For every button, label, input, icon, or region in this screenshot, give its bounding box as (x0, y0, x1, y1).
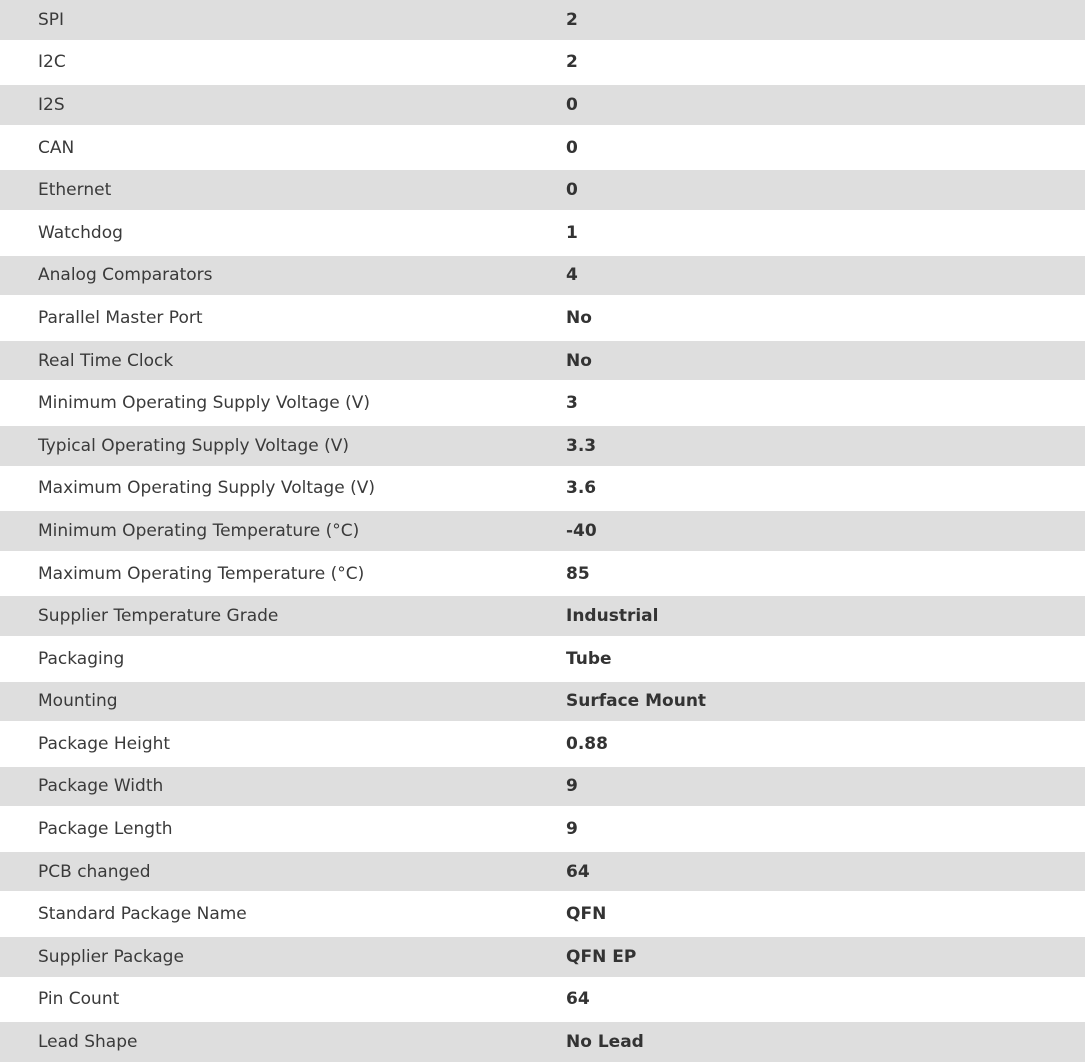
spec-label: Analog Comparators (38, 265, 213, 286)
spec-row: Ethernet 0 (0, 170, 1085, 210)
spec-value: 0.88 (566, 733, 608, 754)
spec-label: Ethernet (38, 180, 112, 201)
spec-label: I2C (38, 52, 66, 73)
spec-row: Minimum Operating Supply Voltage (V) 3 (0, 380, 1085, 426)
spec-label: Standard Package Name (38, 904, 247, 925)
spec-value: 64 (566, 861, 590, 882)
spec-value: Tube (566, 648, 612, 669)
spec-row: Package Width 9 (0, 766, 1085, 807)
spec-row: Maximum Operating Supply Voltage (V) 3.6 (0, 465, 1085, 512)
spec-row: SPI 2 (0, 0, 1085, 40)
spec-value: 9 (566, 776, 578, 797)
spec-value: 64 (566, 989, 590, 1010)
spec-label: PCB changed (38, 861, 151, 882)
spec-value: Industrial (566, 606, 659, 627)
spec-label: SPI (38, 9, 65, 30)
spec-row: I2C 2 (0, 39, 1085, 86)
spec-value: 2 (566, 52, 578, 73)
spec-row: Packaging Tube (0, 635, 1085, 682)
spec-label: Real Time Clock (38, 350, 174, 371)
spec-row: Pin Count 64 (0, 976, 1085, 1023)
spec-value: No (566, 307, 592, 328)
spec-label: Mounting (38, 691, 118, 712)
spec-row: Package Height 0.88 (0, 721, 1085, 767)
spec-value: 0 (566, 180, 578, 201)
spec-value: 0 (566, 94, 578, 115)
spec-label: Minimum Operating Temperature (°C) (38, 520, 360, 541)
spec-row: Package Length 9 (0, 806, 1085, 852)
spec-value: No (566, 350, 592, 371)
spec-value: Surface Mount (566, 691, 707, 712)
spec-row: Parallel Master Port No (0, 295, 1085, 341)
spec-value: 0 (566, 137, 578, 158)
spec-row: Standard Package Name QFN (0, 891, 1085, 938)
spec-value: 9 (566, 819, 578, 840)
spec-label: Maximum Operating Temperature (°C) (38, 563, 365, 584)
spec-value: No Lead (566, 1032, 644, 1053)
spec-row: Minimum Operating Temperature (°C) -40 (0, 511, 1085, 551)
spec-label: Package Length (38, 819, 173, 840)
spec-value: 3.3 (566, 435, 597, 456)
spec-row: Supplier Package QFN EP (0, 937, 1085, 977)
spec-value: 2 (566, 9, 578, 30)
spec-label: Package Height (38, 733, 171, 754)
spec-label: Supplier Temperature Grade (38, 606, 279, 627)
spec-row: Supplier Temperature Grade Industrial (0, 596, 1085, 636)
spec-label: Packaging (38, 648, 125, 669)
spec-row: Typical Operating Supply Voltage (V) 3.3 (0, 425, 1085, 466)
spec-label: Typical Operating Supply Voltage (V) (38, 435, 349, 456)
spec-row: Mounting Surface Mount (0, 681, 1085, 722)
spec-value: QFN (566, 904, 607, 925)
spec-row: Maximum Operating Temperature (°C) 85 (0, 550, 1085, 597)
spec-label: Parallel Master Port (38, 307, 203, 328)
spec-label: Supplier Package (38, 946, 184, 967)
spec-value: 1 (566, 222, 578, 243)
spec-label: Maximum Operating Supply Voltage (V) (38, 478, 375, 499)
spec-row: Watchdog 1 (0, 209, 1085, 256)
spec-label: Watchdog (38, 222, 123, 243)
spec-row: Lead Shape No Lead (0, 1022, 1085, 1062)
spec-label: Package Width (38, 776, 164, 797)
spec-value: 3.6 (566, 478, 597, 499)
spec-value: 4 (566, 265, 578, 286)
spec-row: PCB changed 64 (0, 851, 1085, 892)
spec-row: Real Time Clock No (0, 340, 1085, 381)
spec-label: I2S (38, 94, 65, 115)
spec-label: CAN (38, 137, 75, 158)
spec-value: 3 (566, 393, 578, 414)
spec-value: -40 (566, 520, 597, 541)
spec-row: I2S 0 (0, 85, 1085, 125)
spec-label: Pin Count (38, 989, 120, 1010)
spec-row: CAN 0 (0, 124, 1085, 171)
spec-label: Minimum Operating Supply Voltage (V) (38, 393, 370, 414)
spec-value: QFN EP (566, 946, 637, 967)
spec-value: 85 (566, 563, 590, 584)
spec-label: Lead Shape (38, 1032, 138, 1053)
spec-row: Analog Comparators 4 (0, 255, 1085, 296)
